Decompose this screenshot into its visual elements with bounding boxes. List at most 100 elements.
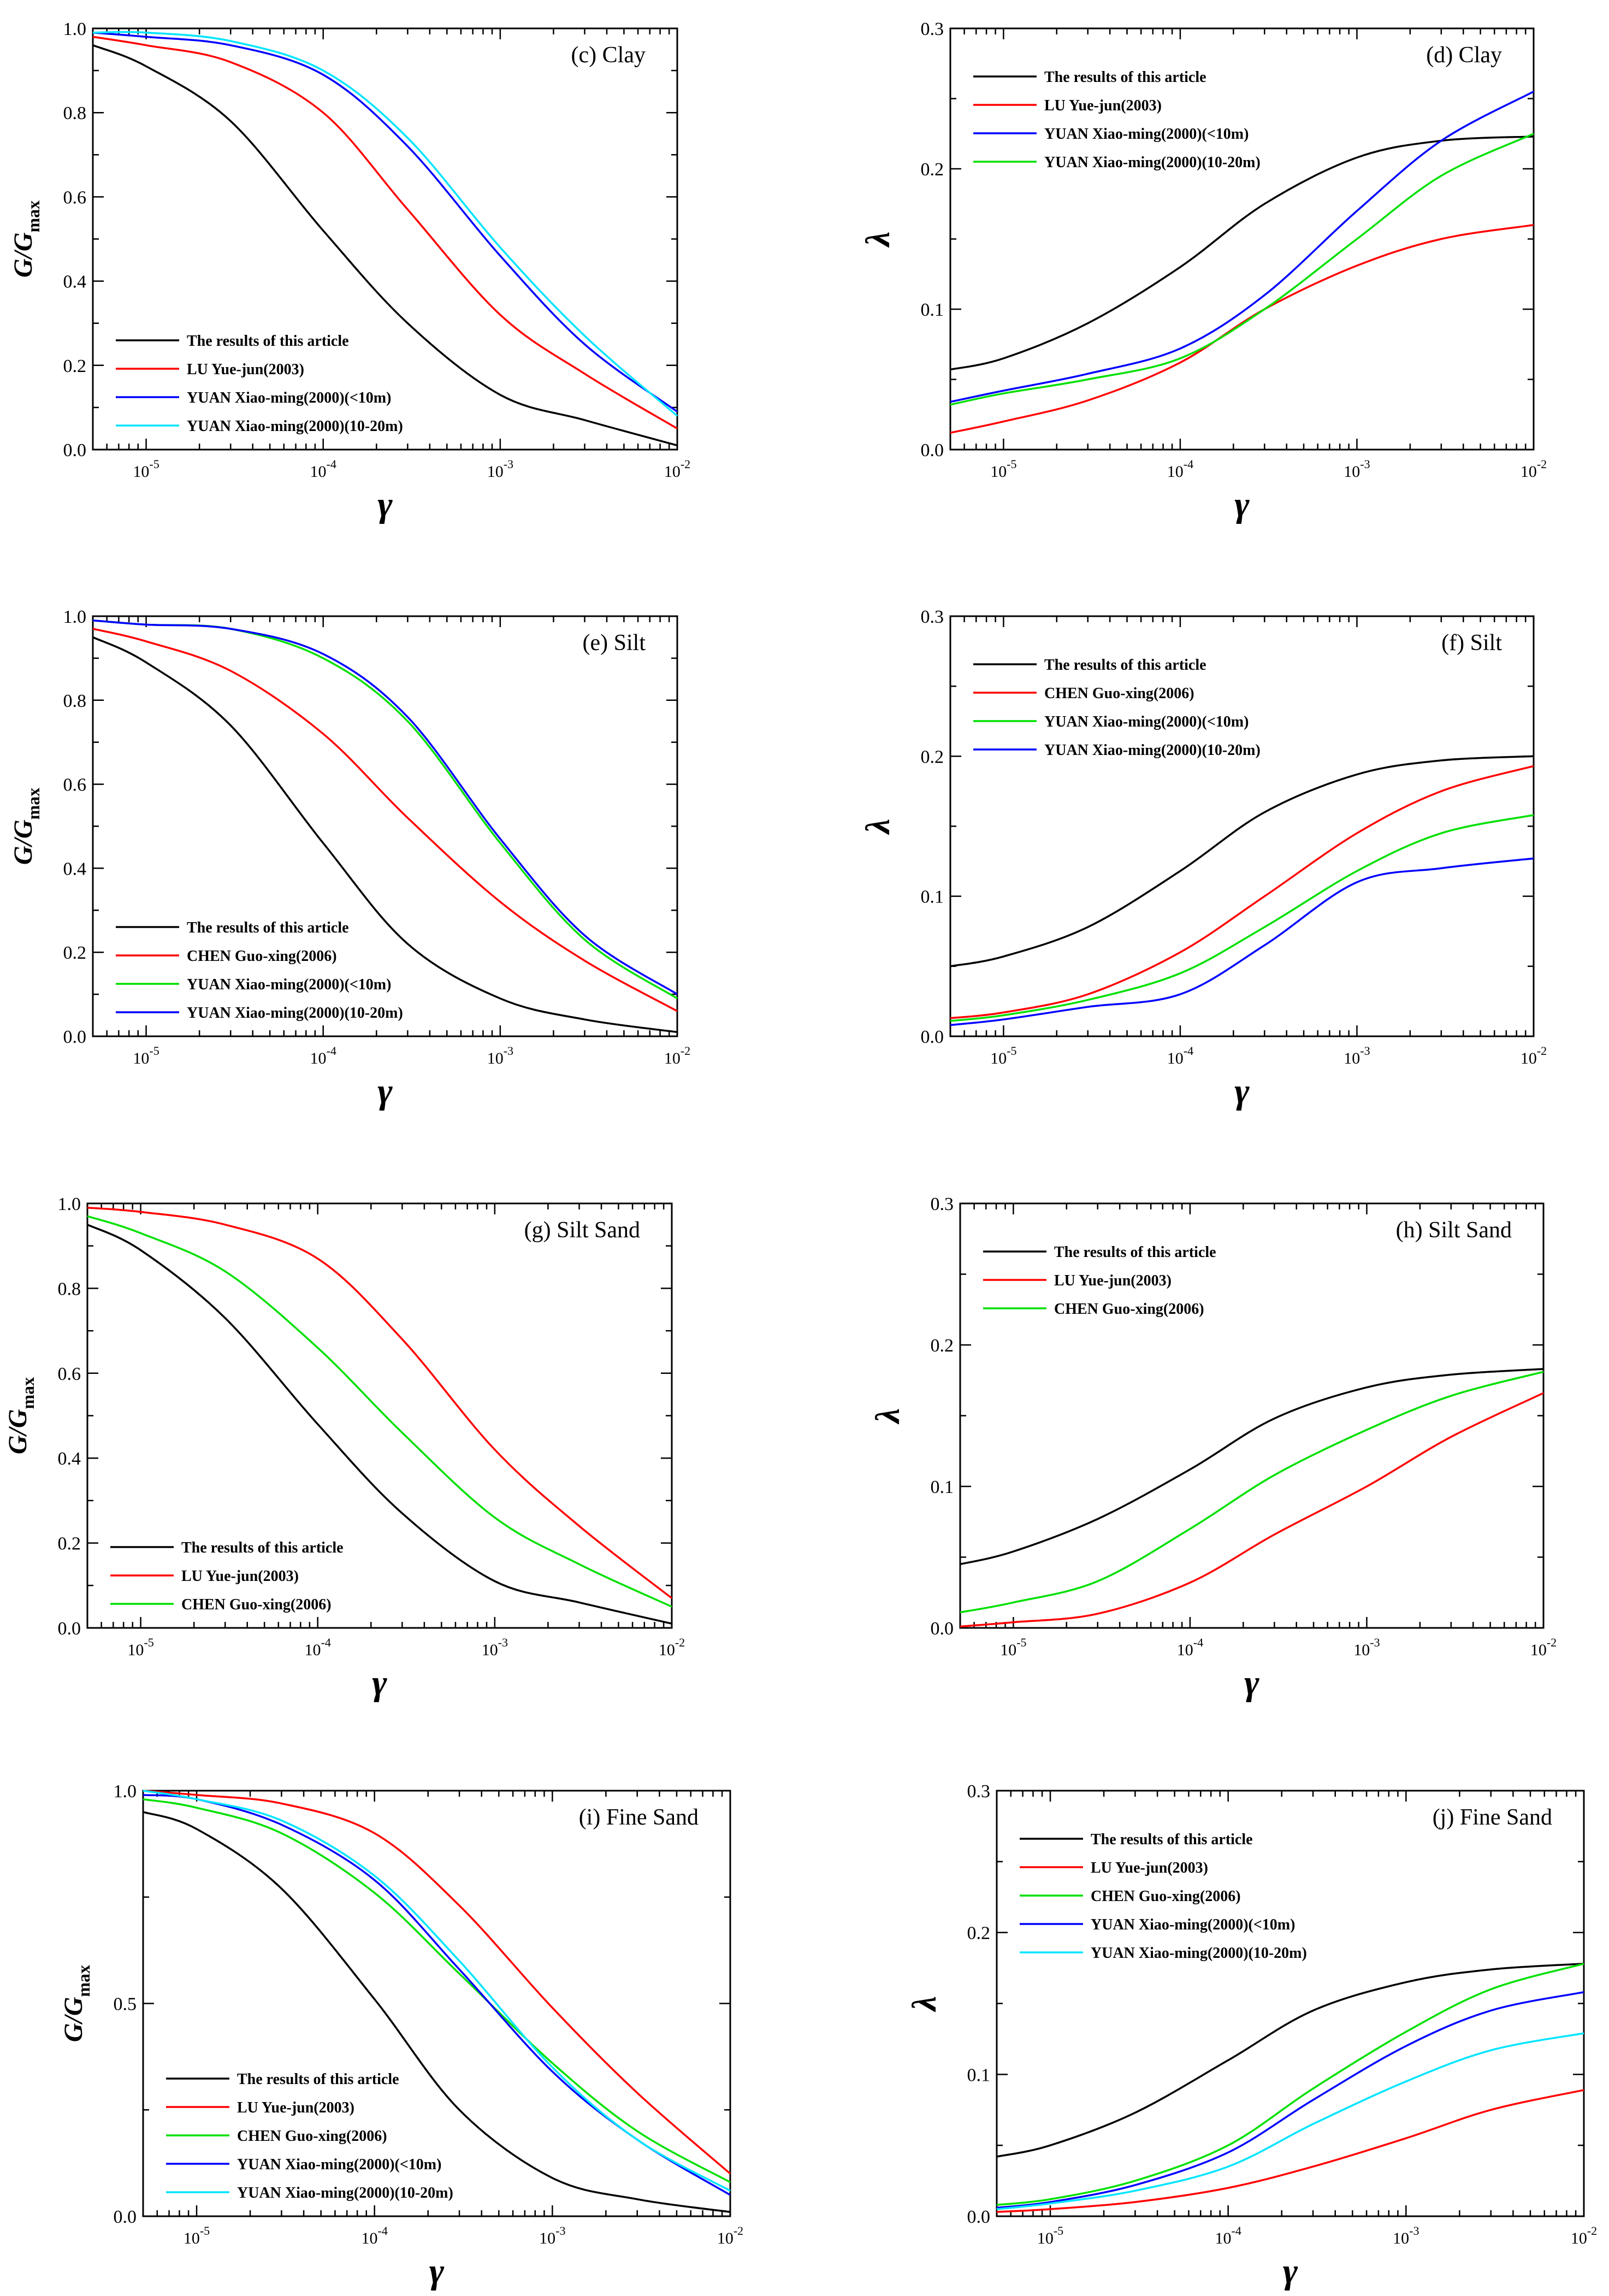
legend-label: CHEN Guo-xing(2006) <box>187 948 337 965</box>
y-tick-label: 0.0 <box>921 1027 944 1047</box>
chart-title: (d) Clay <box>1426 43 1502 68</box>
y-tick-label: 0.3 <box>931 1194 954 1214</box>
chart-panel-g: 10-5 10-4 10-3 10-2 0.0 0.2 0.4 0.6 0.8 1.0 (g) Si… <box>3 1194 685 1703</box>
legend-label: LU Yue-jun(2003) <box>237 2099 354 2116</box>
legend: The results of this article CHEN Guo-xing… <box>973 657 1261 759</box>
series-line-3 <box>996 1963 1584 2206</box>
y-tick-label: 0.4 <box>63 272 87 292</box>
x-tick-label: 10-2 <box>1571 2224 1597 2247</box>
y-axis-ticks <box>950 615 1534 1037</box>
legend: The results of this article LU Yue-jun(20… <box>983 1244 1216 1318</box>
series-lines <box>950 755 1534 1026</box>
legend-label: YUAN Xiao-ming(2000)(10-20m) <box>237 2185 453 2201</box>
x-tick-label: 10-3 <box>487 457 513 481</box>
legend-label: LU Yue-jun(2003) <box>1054 1272 1172 1289</box>
legend-label: CHEN Guo-xing(2006) <box>1054 1301 1204 1318</box>
legend: The results of this article LU Yue-jun(20… <box>116 333 403 435</box>
plot-frame <box>949 27 1535 451</box>
y-tick-label: 0.8 <box>58 1279 81 1299</box>
y-tick-label: 0.2 <box>63 943 87 963</box>
y-tick-label: 0.0 <box>58 1619 81 1639</box>
x-tick-label: 10-4 <box>310 457 336 481</box>
x-axis-ticks <box>86 1203 673 1628</box>
y-axis-label: G/Gmax <box>9 200 43 278</box>
plot-frame <box>86 1202 673 1629</box>
series-line-4 <box>950 133 1534 406</box>
x-tick-label: 10-5 <box>133 1044 159 1067</box>
legend-label: The results of this article <box>1054 1244 1216 1261</box>
y-axis-label: λ <box>860 819 897 836</box>
x-tick-label: 10-5 <box>184 2224 210 2247</box>
series-line-3 <box>950 91 1534 403</box>
x-axis-ticks <box>92 28 678 450</box>
legend-label: YUAN Xiao-ming(2000)(<10m) <box>1044 713 1249 730</box>
chart-panel-c: 10-5 10-4 10-3 10-2 0.0 0.2 0.4 0.6 0.8 1.0 (c) Cl… <box>9 19 690 524</box>
x-axis-ticks <box>92 616 678 1036</box>
x-tick-label: 10-5 <box>1000 1636 1026 1659</box>
series-lines <box>92 619 678 1034</box>
series-line-1 <box>143 1811 731 2213</box>
legend-label: YUAN Xiao-ming(2000)(10-20m) <box>1091 1945 1307 1962</box>
plot-frame <box>92 27 678 451</box>
series-line-3 <box>87 1215 672 1608</box>
legend-label: YUAN Xiao-ming(2000)(10-20m) <box>187 418 403 435</box>
series-line-2 <box>960 1392 1544 1628</box>
series-line-1 <box>92 636 678 1034</box>
y-tick-label: 0.2 <box>921 747 944 767</box>
legend-label: CHEN Guo-xing(2006) <box>181 1596 332 1613</box>
series-line-5 <box>143 1790 731 2192</box>
y-tick-label: 0.4 <box>58 1449 81 1469</box>
y-tick-label: 0.1 <box>931 1477 954 1497</box>
x-axis-ticks <box>996 1791 1585 2216</box>
chart-panel-d: 10-5 10-4 10-3 10-2 0.0 0.1 0.2 0.3 (d) Clay The … <box>860 19 1547 524</box>
legend: The results of this article CHEN Guo-xing… <box>116 919 403 1022</box>
y-axis-ticks <box>997 1790 1584 2217</box>
x-tick-label: 10-2 <box>664 1044 690 1067</box>
legend-label: The results of this article <box>1044 69 1206 86</box>
x-tick-label: 10-4 <box>362 2224 388 2247</box>
series-lines <box>950 91 1534 434</box>
x-tick-label: 10-3 <box>1353 1636 1380 1659</box>
series-line-2 <box>996 2089 1584 2213</box>
y-axis-label: λ <box>906 1996 943 2013</box>
y-axis-ticks <box>143 1790 730 2217</box>
y-axis-ticks <box>950 27 1534 451</box>
x-axis-ticks <box>142 1791 731 2216</box>
series-line-4 <box>996 1991 1584 2209</box>
series-line-1 <box>950 755 1534 967</box>
y-tick-label: 0.2 <box>58 1534 81 1554</box>
y-tick-label: 0.5 <box>114 1994 137 2015</box>
series-line-1 <box>960 1368 1544 1566</box>
series-lines <box>92 31 678 446</box>
y-tick-label: 1.0 <box>63 19 87 39</box>
x-axis-ticks <box>949 28 1535 450</box>
x-tick-label: 10-4 <box>1167 1044 1193 1067</box>
chart-title: (i) Fine Sand <box>579 1805 699 1830</box>
series-line-4 <box>92 619 678 995</box>
y-tick-label: 0.8 <box>63 103 87 123</box>
y-tick-label: 1.0 <box>58 1194 81 1214</box>
legend-label: CHEN Guo-xing(2006) <box>237 2128 387 2145</box>
y-tick-label: 0.6 <box>63 187 87 208</box>
chart-panel-f: 10-5 10-4 10-3 10-2 0.0 0.1 0.2 0.3 (f) Silt The … <box>860 607 1547 1111</box>
series-line-4 <box>92 31 678 417</box>
x-axis-label: γ <box>1283 2251 1298 2291</box>
x-tick-label: 10-3 <box>482 1636 508 1659</box>
y-tick-label: 0.2 <box>921 160 944 180</box>
y-tick-label: 0.1 <box>921 887 944 907</box>
y-tick-label: 0.0 <box>931 1619 954 1639</box>
legend-label: The results of this article <box>187 333 349 350</box>
y-tick-label: 0.2 <box>967 1923 991 1944</box>
y-axis-ticks <box>93 27 677 451</box>
series-line-3 <box>950 814 1534 1022</box>
y-tick-label: 0.2 <box>931 1336 954 1356</box>
y-axis-label: λ <box>860 232 897 249</box>
y-tick-label: 0.8 <box>63 691 87 711</box>
legend-label: YUAN Xiao-ming(2000)(<10m) <box>1044 126 1249 143</box>
legend-label: CHEN Guo-xing(2006) <box>1044 685 1194 702</box>
legend-label: CHEN Guo-xing(2006) <box>1091 1888 1241 1905</box>
legend-label: LU Yue-jun(2003) <box>1091 1860 1208 1876</box>
series-line-1 <box>996 1963 1584 2158</box>
x-tick-label: 10-3 <box>1393 2224 1419 2247</box>
